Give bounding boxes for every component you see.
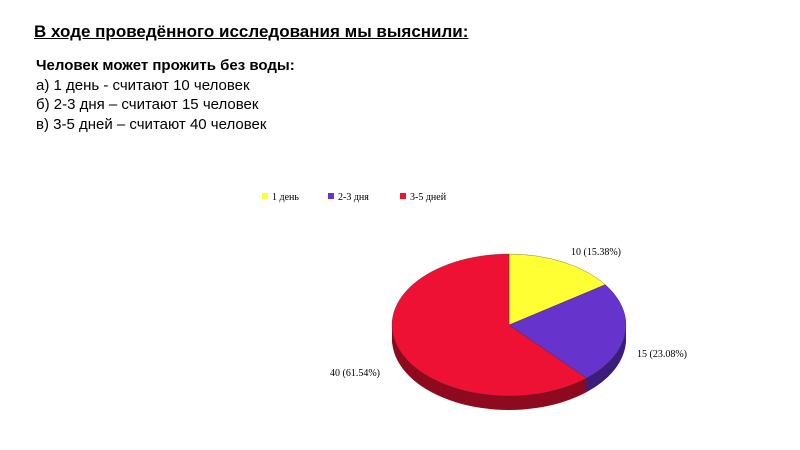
data-label: 15 (23.08%) <box>637 349 687 360</box>
legend-label: 1 день <box>272 192 299 203</box>
legend-swatch <box>328 193 334 199</box>
data-label: 10 (15.38%) <box>571 247 621 258</box>
legend-label: 2-3 дня <box>338 192 369 203</box>
body-line: в) 3-5 дней – считают 40 человек <box>36 115 267 133</box>
legend-swatch <box>400 193 406 199</box>
pie-slice-2 <box>508 284 627 379</box>
body-heading: Человек может прожить без воды: <box>36 57 295 74</box>
slide-body: Человек может прожить без воды: а) 1 ден… <box>36 56 295 134</box>
legend-label: 3-5 дней <box>410 192 447 203</box>
pie-slice-3 <box>391 253 587 397</box>
slide-title: В ходе проведённого исследования мы выяс… <box>34 22 469 41</box>
data-label: 40 (61.54%) <box>330 368 380 379</box>
body-line: а) 1 день - считают 10 человек <box>36 76 250 94</box>
pie-slice-1 <box>508 253 606 326</box>
legend-swatch <box>262 193 268 199</box>
body-line: б) 2-3 дня – считают 15 человек <box>36 96 259 113</box>
